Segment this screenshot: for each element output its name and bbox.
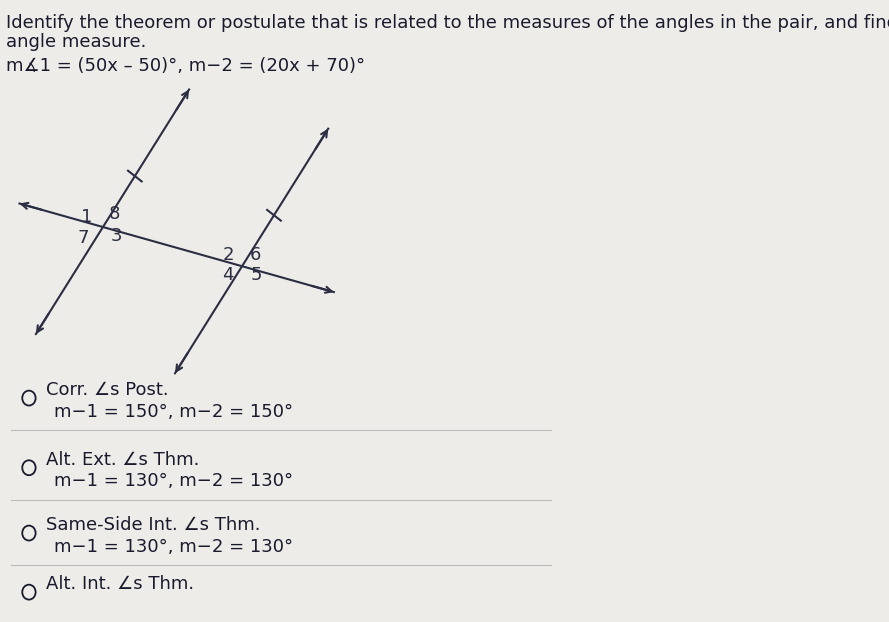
- Text: 6: 6: [250, 246, 261, 264]
- Text: 3: 3: [110, 227, 122, 245]
- Text: 8: 8: [108, 205, 120, 223]
- Text: Alt. Ext. ∠s Thm.: Alt. Ext. ∠s Thm.: [45, 451, 199, 468]
- Text: Alt. Int. ∠s Thm.: Alt. Int. ∠s Thm.: [45, 575, 194, 593]
- Text: Same-Side Int. ∠s Thm.: Same-Side Int. ∠s Thm.: [45, 516, 260, 534]
- Text: m−1 = 150°, m−2 = 150°: m−1 = 150°, m−2 = 150°: [54, 403, 293, 420]
- Text: angle measure.: angle measure.: [5, 33, 146, 51]
- Text: m−1 = 130°, m−2 = 130°: m−1 = 130°, m−2 = 130°: [54, 473, 293, 490]
- Text: m∡1 = (50x – 50)°, m−2 = (20x + 70)°: m∡1 = (50x – 50)°, m−2 = (20x + 70)°: [5, 57, 364, 75]
- Text: 4: 4: [221, 266, 233, 284]
- Text: 5: 5: [251, 266, 262, 284]
- Text: 2: 2: [223, 246, 235, 264]
- Text: Identify the theorem or postulate that is related to the measures of the angles : Identify the theorem or postulate that i…: [5, 14, 889, 32]
- Text: m−1 = 130°, m−2 = 130°: m−1 = 130°, m−2 = 130°: [54, 538, 293, 555]
- Text: 1: 1: [81, 208, 92, 226]
- Text: 7: 7: [77, 229, 89, 247]
- Text: Corr. ∠s Post.: Corr. ∠s Post.: [45, 381, 168, 399]
